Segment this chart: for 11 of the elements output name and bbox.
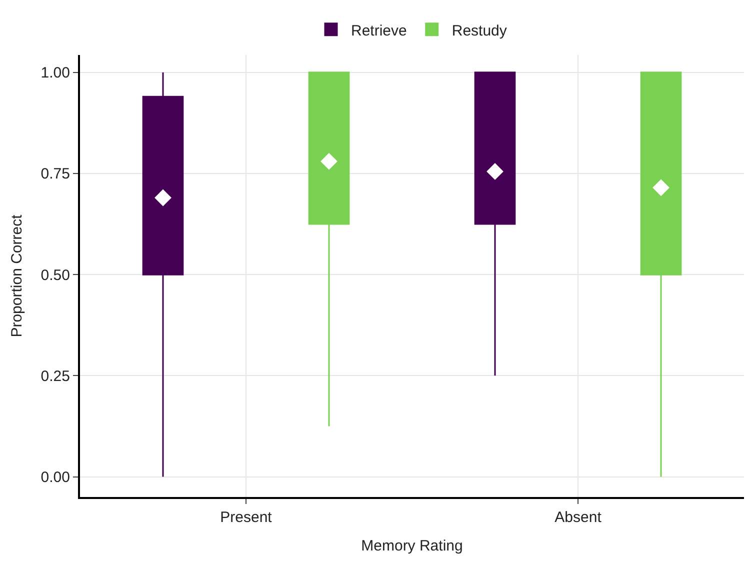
y-tick-label: 0.75 bbox=[40, 166, 70, 183]
legend-label: Restudy bbox=[452, 22, 508, 40]
x-tick-label: Present bbox=[220, 509, 273, 526]
legend-label: Retrieve bbox=[351, 22, 407, 40]
x-tick-label: Absent bbox=[554, 509, 602, 526]
x-axis-title: Memory Rating bbox=[361, 538, 463, 554]
y-tick-label: 0.25 bbox=[40, 368, 70, 385]
y-tick-label: 0.00 bbox=[40, 469, 70, 486]
y-axis-title: Proportion Correct bbox=[8, 214, 26, 338]
y-tick-label: 0.50 bbox=[40, 266, 70, 284]
y-tick-label: 1.00 bbox=[40, 64, 70, 82]
